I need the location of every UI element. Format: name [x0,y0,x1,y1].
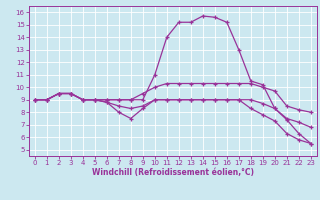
X-axis label: Windchill (Refroidissement éolien,°C): Windchill (Refroidissement éolien,°C) [92,168,254,177]
